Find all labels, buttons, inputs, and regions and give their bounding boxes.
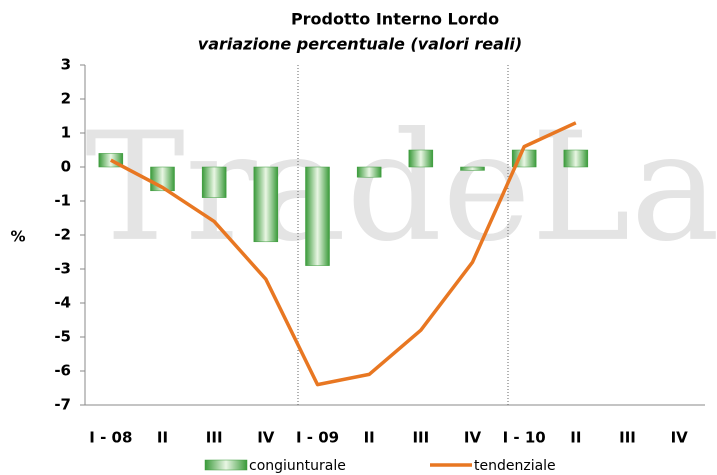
y-tick-label: 1 <box>61 124 71 142</box>
chart-subtitle: variazione percentuale (valori reali) <box>198 35 522 54</box>
watermark: TradeLab <box>85 101 717 275</box>
y-tick-label: -3 <box>54 260 71 278</box>
x-tick-label: II <box>570 429 581 447</box>
y-tick-label: 2 <box>61 90 71 108</box>
x-tick-label: IV <box>257 429 275 447</box>
x-tick-label: III <box>206 429 223 447</box>
bar <box>408 149 434 168</box>
legend-label: congiunturale <box>249 458 346 474</box>
x-tick-label: II <box>364 429 375 447</box>
x-tick-label: III <box>619 429 636 447</box>
bar <box>253 166 279 243</box>
line <box>110 121 577 387</box>
legend-label: tendenziale <box>474 458 556 474</box>
y-tick-label: -1 <box>54 192 71 210</box>
y-tick-label: -7 <box>54 396 71 414</box>
bar <box>305 166 330 266</box>
bar <box>356 166 382 178</box>
y-tick-label: 3 <box>61 56 71 74</box>
chart-title: Prodotto Interno Lordo <box>291 10 499 29</box>
x-tick-label: III <box>412 429 429 447</box>
x-tick-label: IV <box>671 429 689 447</box>
x-tick-label: II <box>157 429 168 447</box>
x-tick-label: I - 08 <box>89 429 132 447</box>
bar <box>201 166 227 198</box>
y-tick-label: 0 <box>61 158 71 176</box>
y-tick-label: -5 <box>54 328 71 346</box>
y-tick-label: -4 <box>54 294 71 312</box>
y-axis-label: % <box>10 228 25 246</box>
bar <box>460 166 485 171</box>
legend-swatch <box>204 459 248 471</box>
y-tick-label: -2 <box>54 226 71 244</box>
x-tick-label: I - 10 <box>503 429 546 447</box>
x-tick-label: I - 09 <box>296 429 339 447</box>
x-tick-label: IV <box>464 429 482 447</box>
bar <box>563 149 589 168</box>
y-tick-label: -6 <box>54 362 71 380</box>
